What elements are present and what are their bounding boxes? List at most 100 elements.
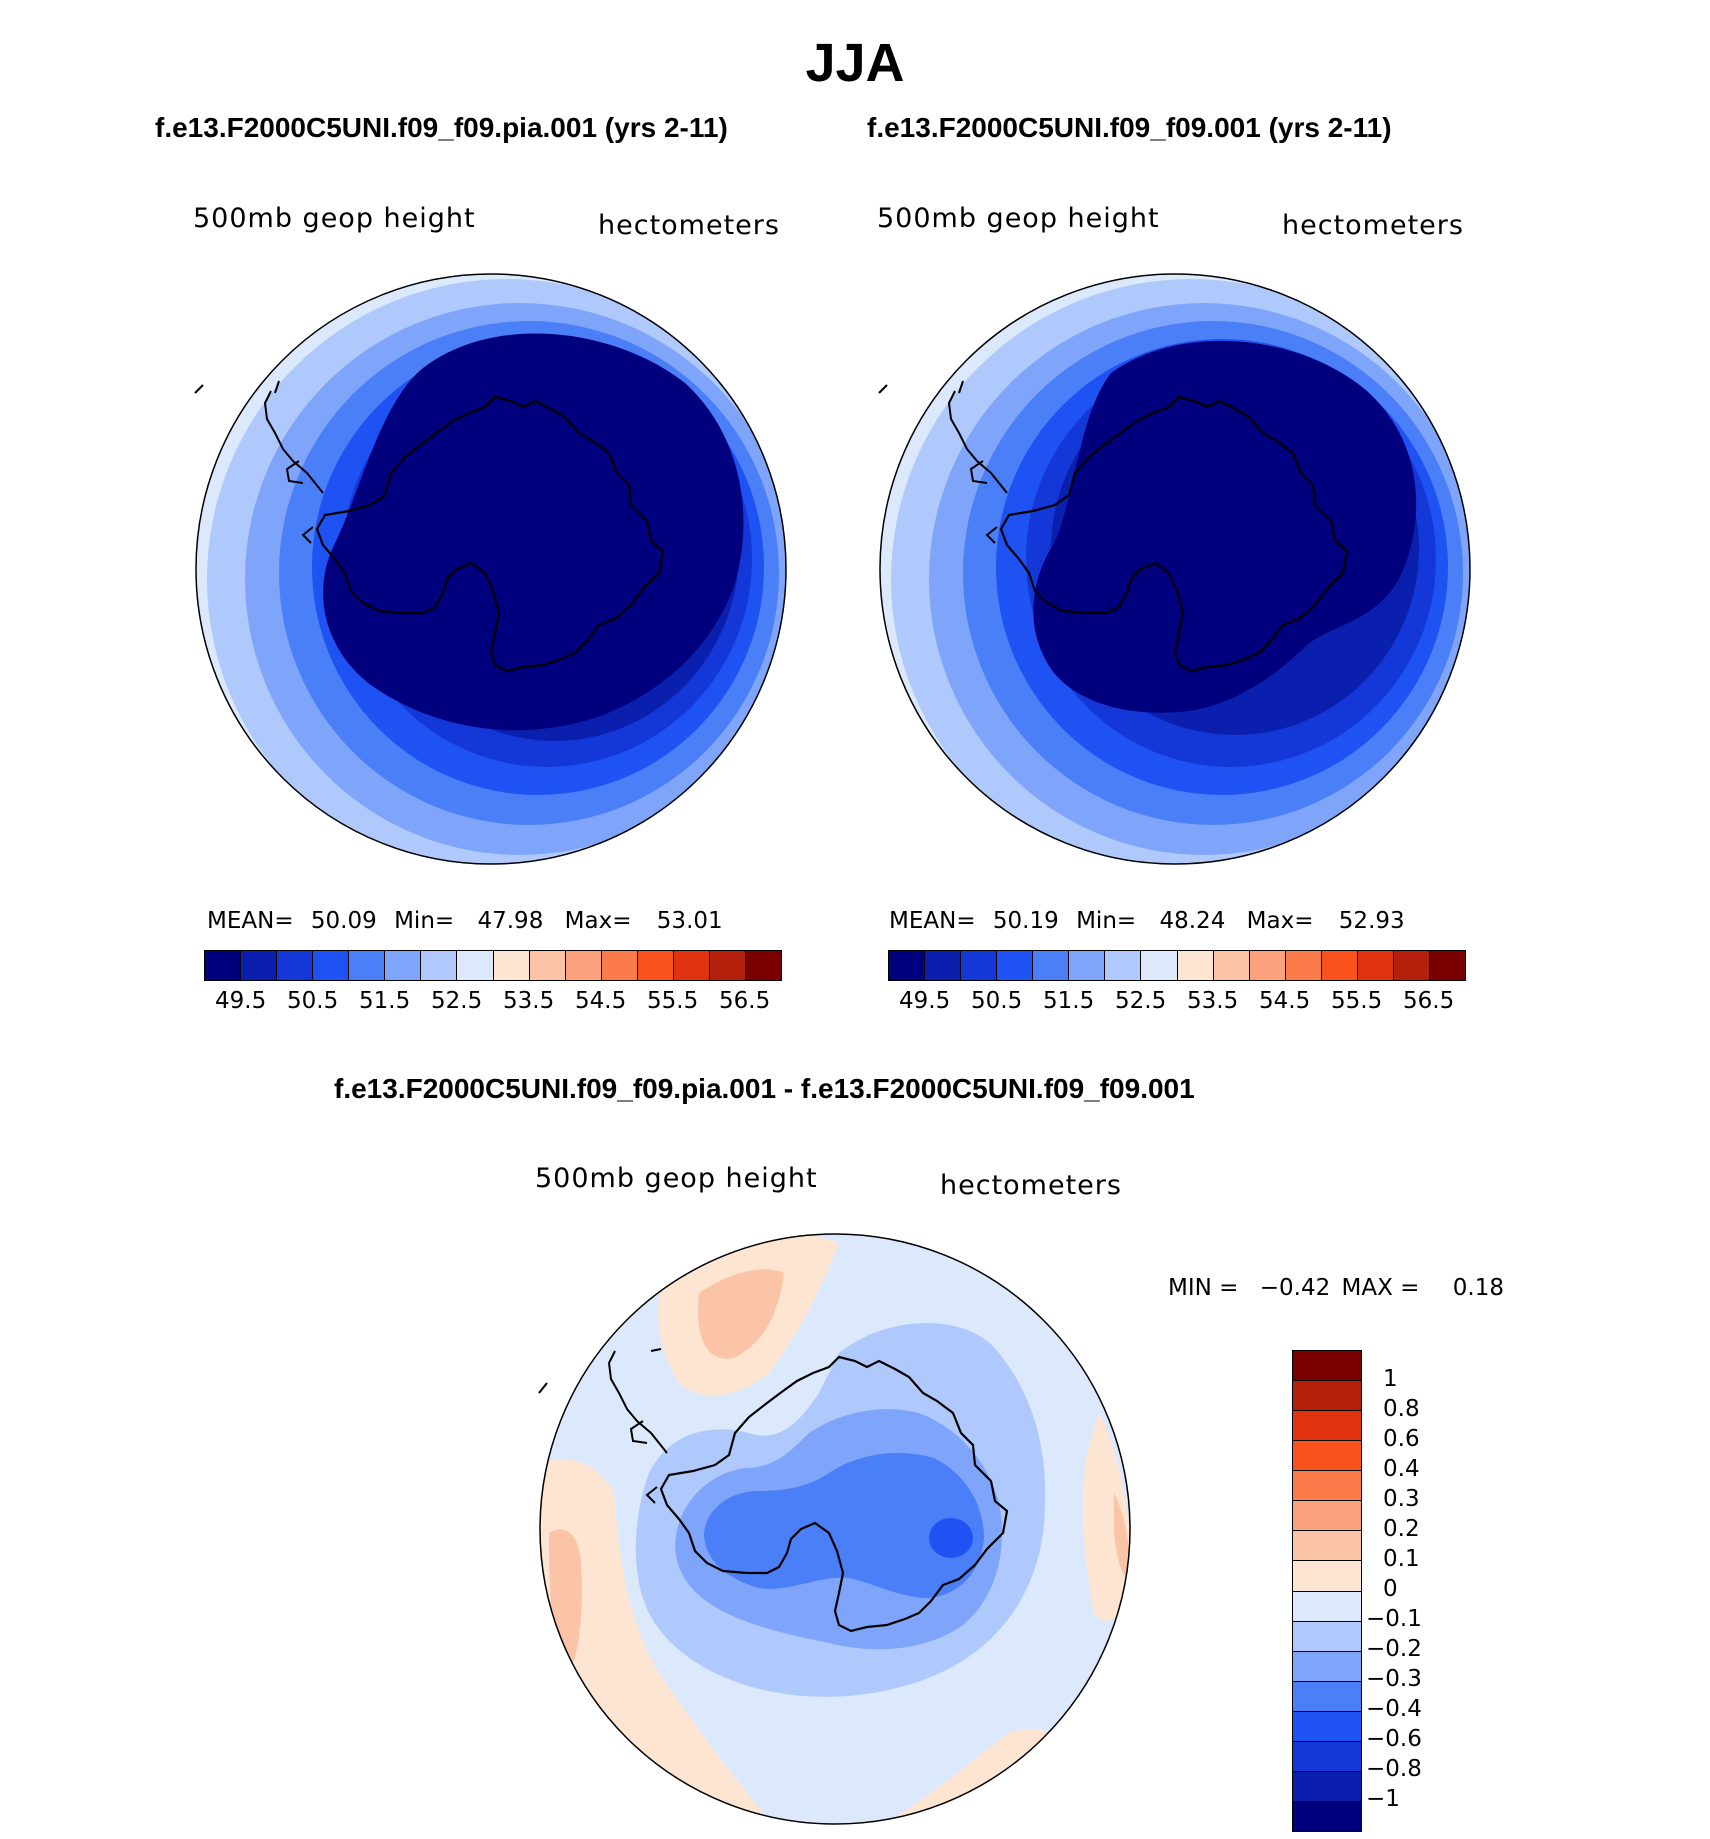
panel-2-max-label: Max= xyxy=(1246,908,1314,934)
difference-variable-label: 500mb geop height xyxy=(535,1163,818,1194)
panel-1-colorbar-swatch xyxy=(241,951,278,980)
panel-2-colorbar-tick-label: 52.5 xyxy=(1115,988,1167,1014)
difference-colorbar-tick-label: −1 xyxy=(1366,1786,1400,1812)
panel-1-min-value: 47.98 xyxy=(477,908,544,934)
difference-colorbar-swatch xyxy=(1293,1381,1361,1412)
panel-2-colorbar-swatch xyxy=(1393,951,1430,980)
panel-1-colorbar xyxy=(204,950,782,981)
difference-colorbar-tick-label: −0.3 xyxy=(1366,1666,1422,1692)
difference-colorbar-swatch xyxy=(1293,1411,1361,1442)
panel-1-colorbar-swatch xyxy=(421,951,458,980)
difference-colorbar-swatch xyxy=(1293,1741,1361,1772)
difference-colorbar-swatch xyxy=(1293,1681,1361,1712)
panel-1-colorbar-tick-label: 56.5 xyxy=(719,988,771,1014)
difference-colorbar-tick-label: 0.3 xyxy=(1383,1486,1420,1512)
difference-colorbar-tick-label: −0.4 xyxy=(1366,1696,1422,1722)
panel-1-colorbar-swatch xyxy=(601,951,638,980)
difference-colorbar-tick-label: 0.6 xyxy=(1383,1426,1420,1452)
difference-colorbar-swatch xyxy=(1293,1441,1361,1472)
difference-title: f.e13.F2000C5UNI.f09_f09.pia.001 - f.e13… xyxy=(334,1073,1195,1104)
panel-1-colorbar-swatch xyxy=(565,951,602,980)
difference-colorbar-tick-label: −0.6 xyxy=(1366,1726,1422,1752)
panel-2-colorbar-swatch xyxy=(1357,951,1394,980)
difference-colorbar-swatch xyxy=(1293,1651,1361,1682)
panel-1-colorbar-swatch xyxy=(493,951,530,980)
panel-1-case-title: f.e13.F2000C5UNI.f09_f09.pia.001 (yrs 2-… xyxy=(155,112,728,143)
difference-colorbar-tick-label: 0.8 xyxy=(1383,1396,1420,1422)
panel-1-colorbar-swatch xyxy=(385,951,422,980)
panel-2-colorbar-swatch xyxy=(1285,951,1322,980)
panel-2-colorbar-tick-label: 55.5 xyxy=(1331,988,1383,1014)
difference-colorbar-tick-label: 0.2 xyxy=(1383,1516,1420,1542)
panel-2-colorbar-swatch xyxy=(1321,951,1358,980)
panel-2-min-value: 48.24 xyxy=(1159,908,1226,934)
difference-colorbar xyxy=(1292,1350,1362,1832)
panel-2-colorbar-tick-label: 51.5 xyxy=(1043,988,1095,1014)
difference-colorbar-swatch xyxy=(1293,1561,1361,1592)
panel-1-colorbar-swatch xyxy=(745,951,781,980)
panel-1-max-value: 53.01 xyxy=(656,908,723,934)
difference-polar-map xyxy=(538,1233,1131,1825)
panel-1-colorbar-swatch xyxy=(709,951,746,980)
panel-1-colorbar-swatch xyxy=(673,951,710,980)
difference-colorbar-tick-label: −0.8 xyxy=(1366,1756,1422,1782)
figure-title: JJA xyxy=(805,33,905,93)
panel-1-variable-label: 500mb geop height xyxy=(193,203,476,234)
panel-1-colorbar-tick-label: 52.5 xyxy=(431,988,483,1014)
panel-2-colorbar-swatch xyxy=(1033,951,1070,980)
panel-2-colorbar-swatch xyxy=(997,951,1034,980)
panel-1-colorbar-tick-label: 51.5 xyxy=(359,988,411,1014)
difference-colorbar-swatch xyxy=(1293,1621,1361,1652)
difference-colorbar-swatch xyxy=(1293,1471,1361,1502)
difference-colorbar-tick-label: 0.4 xyxy=(1383,1456,1420,1482)
panel-1-colorbar-swatch xyxy=(313,951,350,980)
difference-min-value: −0.42 xyxy=(1259,1275,1331,1301)
panel-2-colorbar-tick-label: 50.5 xyxy=(971,988,1023,1014)
panel-2-colorbar xyxy=(888,950,1466,981)
panel-2-colorbar-swatch xyxy=(1249,951,1286,980)
panel-1-colorbar-tick-label: 50.5 xyxy=(287,988,339,1014)
panel-2-stats: MEAN= 50.19 Min= 48.24 Max= 52.93 xyxy=(889,908,1405,934)
panel-1-colorbar-tick-label: 54.5 xyxy=(575,988,627,1014)
panel-1-colorbar-swatch xyxy=(205,951,242,980)
difference-colorbar-swatch xyxy=(1293,1351,1361,1382)
panel-2-colorbar-swatch xyxy=(1069,951,1106,980)
panel-2-colorbar-swatch xyxy=(1177,951,1214,980)
panel-2-polar-map xyxy=(878,273,1471,865)
panel-1-colorbar-swatch xyxy=(637,951,674,980)
difference-colorbar-swatch xyxy=(1293,1711,1361,1742)
panel-1-max-label: Max= xyxy=(564,908,632,934)
panel-2-case-title: f.e13.F2000C5UNI.f09_f09.001 (yrs 2-11) xyxy=(867,112,1392,143)
panel-1-colorbar-swatch xyxy=(457,951,494,980)
panel-1-colorbar-swatch xyxy=(529,951,566,980)
difference-max-value: 0.18 xyxy=(1452,1275,1504,1301)
difference-colorbar-swatch xyxy=(1293,1771,1361,1802)
panel-1-colorbar-tick-label: 49.5 xyxy=(215,988,267,1014)
panel-2-mean-label: MEAN= xyxy=(889,908,976,934)
difference-colorbar-swatch xyxy=(1293,1801,1361,1831)
panel-2-colorbar-tick-label: 54.5 xyxy=(1259,988,1311,1014)
difference-minmax: MIN = −0.42 MAX = 0.18 xyxy=(1168,1275,1504,1301)
difference-colorbar-tick-label: 0 xyxy=(1383,1576,1398,1602)
panel-2-colorbar-swatch xyxy=(1213,951,1250,980)
difference-colorbar-swatch xyxy=(1293,1501,1361,1532)
difference-colorbar-tick-label: −0.1 xyxy=(1366,1606,1422,1632)
panel-2-colorbar-swatch xyxy=(889,951,926,980)
difference-colorbar-swatch xyxy=(1293,1591,1361,1622)
difference-colorbar-tick-label: 0.1 xyxy=(1383,1546,1420,1572)
panel-2-min-label: Min= xyxy=(1076,908,1137,934)
panel-1-units-label: hectometers xyxy=(598,210,780,241)
difference-min-label: MIN = xyxy=(1168,1275,1239,1301)
panel-2-colorbar-swatch xyxy=(961,951,998,980)
difference-colorbar-tick-label: 1 xyxy=(1383,1366,1398,1392)
panel-2-colorbar-tick-label: 56.5 xyxy=(1403,988,1455,1014)
panel-2-colorbar-tick-label: 53.5 xyxy=(1187,988,1239,1014)
panel-2-colorbar-swatch xyxy=(1105,951,1142,980)
panel-2-max-value: 52.93 xyxy=(1338,908,1405,934)
panel-2-colorbar-swatch xyxy=(925,951,962,980)
panel-1-polar-map xyxy=(194,273,787,865)
panel-2-variable-label: 500mb geop height xyxy=(877,203,1160,234)
difference-colorbar-tick-label: −0.2 xyxy=(1366,1636,1422,1662)
panel-2-mean-value: 50.19 xyxy=(992,908,1059,934)
panel-1-min-label: Min= xyxy=(394,908,455,934)
